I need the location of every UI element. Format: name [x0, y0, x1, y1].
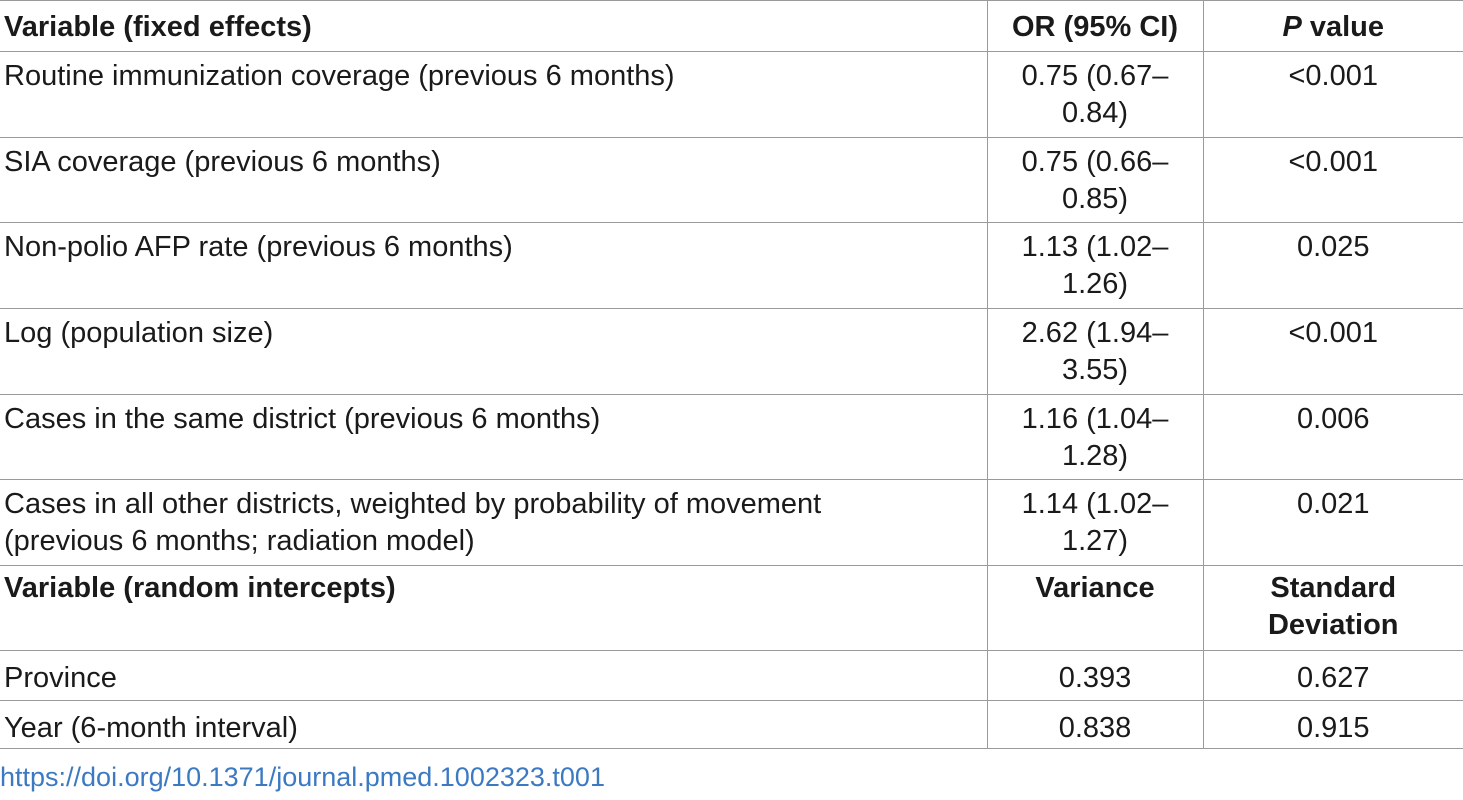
col-header-variable-fixed: Variable (fixed effects): [4, 11, 312, 43]
or-line1: 1.13 (1.02–: [1021, 231, 1169, 263]
table-row: Year (6-month interval) 0.838 0.915: [0, 700, 1463, 749]
p-italic: P: [1282, 11, 1302, 43]
table-row: Cases in the same district (previous 6 m…: [0, 394, 1463, 480]
row-or: 0.75 (0.66– 0.85): [986, 137, 1203, 223]
row-variable: Province: [4, 662, 117, 694]
variable-line1: Cases in all other districts, weighted b…: [4, 488, 822, 520]
col-header-variance: Variance: [986, 565, 1203, 651]
fixed-effects-header-row: Variable (fixed effects) OR (95% CI) P v…: [0, 0, 1463, 52]
table-row: Non-polio AFP rate (previous 6 months) 1…: [0, 222, 1463, 309]
or-line2: 0.84): [1061, 97, 1129, 129]
or-line2: 3.55): [1061, 354, 1129, 386]
row-or: 1.16 (1.04– 1.28): [986, 394, 1203, 480]
row-variable: Routine immunization coverage (previous …: [4, 60, 675, 92]
or-line1: 1.16 (1.04–: [1021, 403, 1169, 435]
p-rest: value: [1301, 11, 1385, 43]
table-row: Log (population size) 2.62 (1.94– 3.55) <…: [0, 308, 1463, 395]
row-or: 1.14 (1.02– 1.27): [986, 479, 1203, 566]
sd-line1: Standard: [1270, 572, 1397, 604]
row-p-value: <0.001: [1202, 51, 1463, 138]
variable-line2: (previous 6 months; radiation model): [4, 525, 475, 557]
row-or: 1.13 (1.02– 1.26): [986, 222, 1203, 309]
table-row: Routine immunization coverage (previous …: [0, 51, 1463, 138]
or-line1: 2.62 (1.94–: [1021, 317, 1169, 349]
random-intercepts-header-row: Variable (random intercepts) Variance St…: [0, 565, 1463, 651]
row-p-value: 0.021: [1202, 479, 1463, 566]
col-header-or: OR (95% CI): [986, 0, 1203, 52]
sd-line2: Deviation: [1267, 609, 1399, 641]
row-p-value: 0.025: [1202, 222, 1463, 309]
row-variance: 0.838: [986, 700, 1203, 749]
row-variable: Year (6-month interval): [4, 712, 298, 744]
results-table: Variable (fixed effects) OR (95% CI) P v…: [0, 0, 1463, 749]
row-standard-deviation: 0.627: [1202, 650, 1463, 701]
or-line2: 1.28): [1061, 440, 1129, 472]
or-line2: 1.26): [1061, 268, 1129, 300]
col-header-p-value: P value: [1202, 0, 1463, 52]
row-p-value: 0.006: [1202, 394, 1463, 480]
row-variable: Log (population size): [4, 317, 274, 349]
row-or: 2.62 (1.94– 3.55): [986, 308, 1203, 395]
or-line2: 1.27): [1061, 525, 1129, 557]
col-header-variable-random: Variable (random intercepts): [4, 572, 396, 604]
or-line1: 0.75 (0.66–: [1021, 146, 1169, 178]
col-header-standard-deviation: Standard Deviation: [1202, 565, 1463, 651]
row-variable: Non-polio AFP rate (previous 6 months): [4, 231, 513, 263]
or-line1: 0.75 (0.67–: [1021, 60, 1169, 92]
row-or: 0.75 (0.67– 0.84): [986, 51, 1203, 138]
row-standard-deviation: 0.915: [1202, 700, 1463, 749]
or-line1: 1.14 (1.02–: [1021, 488, 1169, 520]
table-row: Province 0.393 0.627: [0, 650, 1463, 701]
row-variable: SIA coverage (previous 6 months): [4, 146, 441, 178]
row-p-value: <0.001: [1202, 308, 1463, 395]
row-variable: Cases in all other districts, weighted b…: [0, 480, 987, 566]
or-line2: 0.85): [1061, 183, 1129, 215]
table-row: SIA coverage (previous 6 months) 0.75 (0…: [0, 137, 1463, 223]
row-variance: 0.393: [986, 650, 1203, 701]
doi-link[interactable]: https://doi.org/10.1371/journal.pmed.100…: [0, 762, 605, 792]
table-row: Cases in all other districts, weighted b…: [0, 479, 1463, 566]
row-variable: Cases in the same district (previous 6 m…: [4, 403, 601, 435]
row-p-value: <0.001: [1202, 137, 1463, 223]
